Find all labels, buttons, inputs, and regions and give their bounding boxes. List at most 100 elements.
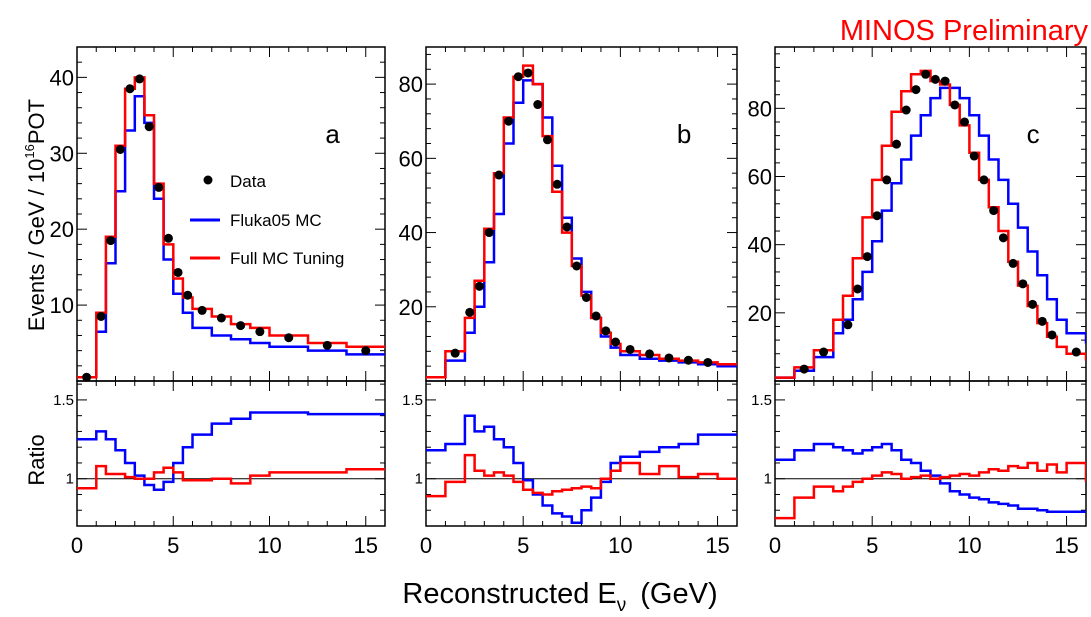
panel-c-x-tick-label: 0 xyxy=(769,533,781,558)
panel-b-data-point xyxy=(451,349,460,358)
panel-b: 20 40 60 80 1 1.5 0 5 10 15 b xyxy=(399,47,737,558)
panel-c-data-point xyxy=(1018,279,1027,288)
panel-b-data-point xyxy=(494,171,503,180)
panel-b-data-point xyxy=(543,135,552,144)
legend-fluka-label: Fluka05 MC xyxy=(230,211,322,230)
panel-a-y-tick-label: 40 xyxy=(50,65,74,90)
panel-c-data-point xyxy=(950,100,959,109)
panel-b-ratio-tick-label: 1 xyxy=(415,471,423,488)
panel-c-data-point xyxy=(1038,317,1047,326)
panel-b-data-point xyxy=(611,338,620,347)
panel-b-x-tick-label: 5 xyxy=(517,533,529,558)
panel-b-ratio-frame xyxy=(426,381,737,526)
panel-c-data-point xyxy=(1072,348,1081,357)
panel-c-x-tick-label: 10 xyxy=(957,533,981,558)
legend: Data Fluka05 MC Full MC Tuning xyxy=(190,172,344,268)
panel-b-x-tick-label: 0 xyxy=(420,533,432,558)
panel-b-data-point xyxy=(485,228,494,237)
panel-c-series-tuned xyxy=(775,71,1086,378)
panel-c-data-point xyxy=(873,211,882,220)
y-axis-label-top-exponent: 16 xyxy=(22,144,37,158)
panel-b-data-point xyxy=(475,282,484,291)
y-axis-label-bottom: Ratio xyxy=(24,434,49,485)
panel-c-ratio-tick-label: 1.5 xyxy=(751,392,772,409)
panel-c-data-point xyxy=(921,70,930,79)
panel-c-data-point xyxy=(911,85,920,94)
y-axis-label-top-unit: POT xyxy=(24,99,49,144)
panel-c-x-tick-label: 15 xyxy=(1054,533,1078,558)
panel-a-data-point xyxy=(255,327,264,336)
panel-a-data-point xyxy=(198,306,207,315)
panel-c-data-point xyxy=(863,252,872,261)
panel-a-data-point xyxy=(82,373,91,382)
panel-a-data-point xyxy=(135,74,144,83)
panel-b-data-point xyxy=(524,68,533,77)
panel-a-y-tick-label: 10 xyxy=(50,293,74,318)
panel-c-data-point xyxy=(970,152,979,161)
panel-b-data-point xyxy=(582,293,591,302)
panel-c-x-tick-label: 5 xyxy=(866,533,878,558)
panel-c-ratio-tick-label: 1 xyxy=(764,471,772,488)
panel-a-data-point xyxy=(116,145,125,154)
panel-a-data-point xyxy=(154,183,163,192)
panel-a-data-point xyxy=(164,234,173,243)
panel-b-data-point xyxy=(626,345,635,354)
panel-b-x-tick-label: 10 xyxy=(608,533,632,558)
panel-c-data-point xyxy=(819,348,828,357)
panel-b-x-tick-label: 15 xyxy=(705,533,729,558)
legend-tuned-label: Full MC Tuning xyxy=(230,249,344,268)
panel-c-data-point xyxy=(902,106,911,115)
panel-a-data-point xyxy=(217,313,226,322)
panel-a-data-point xyxy=(174,268,183,277)
panel-b-data-point xyxy=(645,349,654,358)
panel-b-data-point xyxy=(553,180,562,189)
panel-a: 10 20 30 40 1 1.5 0 5 10 15 a xyxy=(50,47,385,558)
panel-a-data-point xyxy=(145,122,154,131)
panel-c-data-point xyxy=(1028,300,1037,309)
legend-data-label: Data xyxy=(230,172,266,191)
panel-c-data-point xyxy=(843,320,852,329)
panel-a-x-tick-label: 5 xyxy=(167,533,179,558)
panel-b-data-point xyxy=(533,100,542,109)
panel-c-y-tick-label: 60 xyxy=(748,165,772,190)
panel-a-data-point xyxy=(125,84,134,93)
panel-b-data-point xyxy=(514,72,523,81)
panel-b-data-point xyxy=(572,261,581,270)
panel-a-x-tick-label: 10 xyxy=(257,533,281,558)
panel-b-top-frame xyxy=(426,47,737,381)
y-axis-label-top-text: Events / GeV / 10 xyxy=(24,159,49,331)
panel-a-ratio-tick-label: 1.5 xyxy=(53,392,74,409)
panel-c-y-tick-label: 20 xyxy=(748,301,772,326)
panel-c: 20 40 60 80 1 1.5 0 5 10 15 c xyxy=(748,47,1086,558)
x-axis-label-subscript: ν xyxy=(617,595,627,616)
panel-a-ratio-frame xyxy=(77,381,385,526)
panel-b-ratio-fluka xyxy=(426,416,737,523)
panel-c-data-point xyxy=(989,206,998,215)
x-axis-label: Reconstructed Eν (GeV) xyxy=(402,578,717,616)
panel-c-data-point xyxy=(853,284,862,293)
panel-c-letter: c xyxy=(1027,119,1040,149)
panel-b-data-point xyxy=(703,358,712,367)
panel-b-data-point xyxy=(592,312,601,321)
panel-c-data-point xyxy=(941,77,950,86)
panel-c-data-point xyxy=(999,233,1008,242)
panel-a-data-point xyxy=(106,236,115,245)
x-axis-label-unit: (GeV) xyxy=(640,578,717,610)
y-axis-label-top: Events / GeV / 1016POT xyxy=(22,99,49,331)
panel-b-data-point xyxy=(601,326,610,335)
panel-c-data-point xyxy=(800,365,809,374)
panel-b-ratio-tuned xyxy=(426,455,737,496)
panel-b-data-point xyxy=(684,356,693,365)
panel-a-ratio-tuned xyxy=(77,466,385,488)
panel-b-ratio-tick-label: 1.5 xyxy=(402,392,423,409)
panel-b-y-tick-label: 60 xyxy=(399,146,423,171)
x-axis-label-text: Reconstructed E xyxy=(402,578,616,610)
panel-a-letter: a xyxy=(325,119,340,149)
panel-c-data-point xyxy=(1009,259,1018,268)
panel-a-y-tick-label: 20 xyxy=(50,217,74,242)
panel-b-data-point xyxy=(465,308,474,317)
panel-a-x-tick-label: 0 xyxy=(71,533,83,558)
panel-c-data-point xyxy=(882,175,891,184)
panel-c-data-point xyxy=(931,75,940,84)
